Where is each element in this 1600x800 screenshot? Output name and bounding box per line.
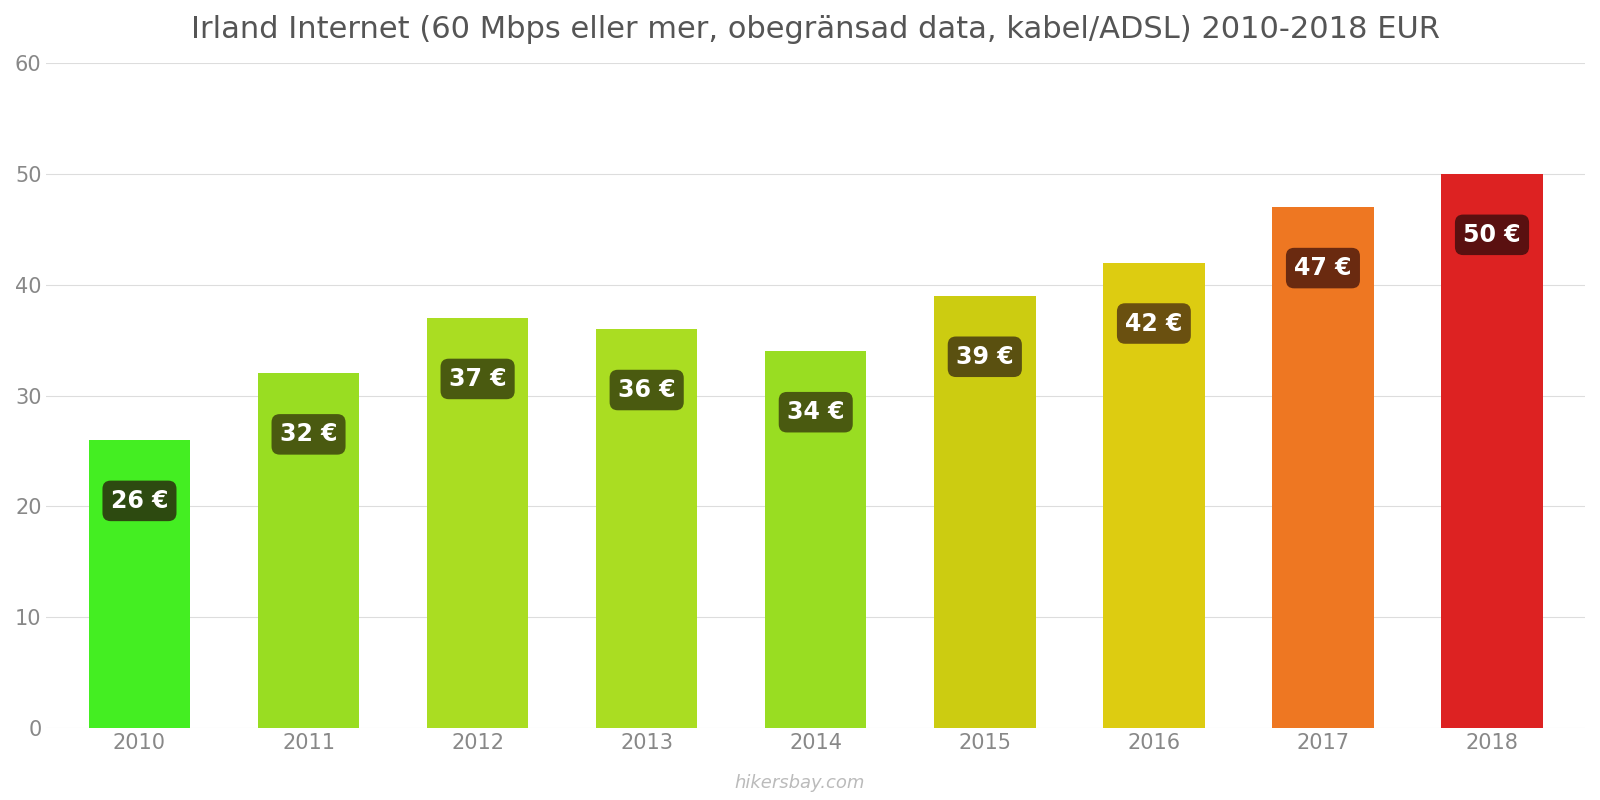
Title: Irland Internet (60 Mbps eller mer, obegränsad data, kabel/ADSL) 2010-2018 EUR: Irland Internet (60 Mbps eller mer, obeg… <box>192 15 1440 44</box>
Bar <box>1272 207 1374 728</box>
Text: 26 €: 26 € <box>110 489 168 513</box>
Text: 39 €: 39 € <box>955 345 1014 369</box>
Text: 47 €: 47 € <box>1294 256 1352 280</box>
Bar <box>595 329 698 728</box>
Bar <box>258 374 360 728</box>
Bar <box>427 318 528 728</box>
Text: 32 €: 32 € <box>280 422 338 446</box>
Text: 37 €: 37 € <box>448 367 507 391</box>
Text: 42 €: 42 € <box>1125 311 1182 335</box>
Bar <box>1102 262 1205 728</box>
Bar <box>934 296 1035 728</box>
Text: 34 €: 34 € <box>787 400 845 424</box>
Bar <box>88 440 190 728</box>
Text: 36 €: 36 € <box>618 378 675 402</box>
Text: 50 €: 50 € <box>1464 223 1522 247</box>
Text: hikersbay.com: hikersbay.com <box>734 774 866 792</box>
Bar <box>1442 174 1542 728</box>
Bar <box>765 351 867 728</box>
